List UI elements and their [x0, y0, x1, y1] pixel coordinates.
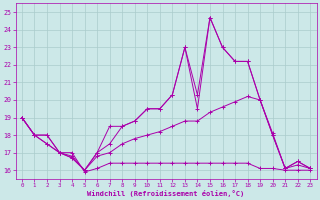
X-axis label: Windchill (Refroidissement éolien,°C): Windchill (Refroidissement éolien,°C) — [87, 190, 245, 197]
